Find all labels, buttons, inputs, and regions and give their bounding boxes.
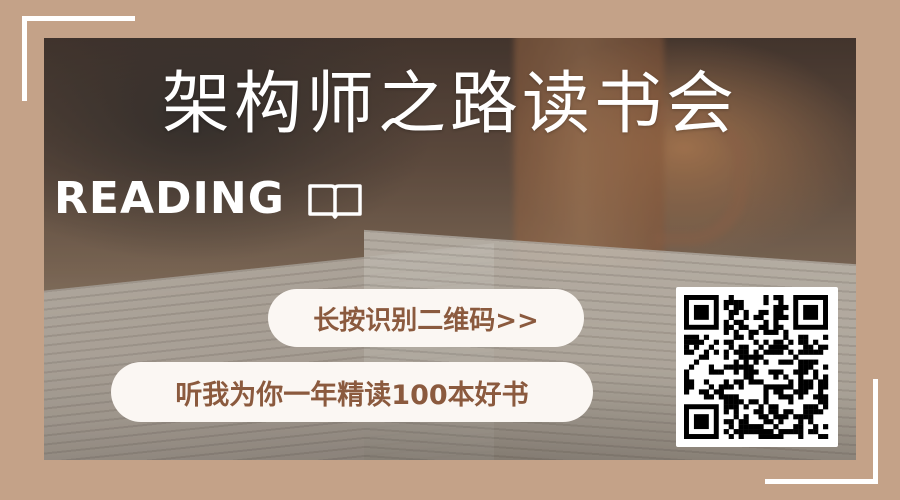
open-book-icon [308,184,362,219]
qr-code-pattern [684,295,829,439]
reading-label: READING [54,173,285,224]
qr-code[interactable] [676,287,838,447]
scan-qr-pill[interactable]: 长按识别二维码>> [268,289,584,347]
corner-frame-top-left [22,16,135,101]
banner-title: 架构师之路读书会 [161,65,738,144]
reading-promise-pill: 听我为你一年精读100本好书 [111,362,593,422]
mug-shape [514,38,664,268]
corner-frame-bottom-right [765,379,878,484]
